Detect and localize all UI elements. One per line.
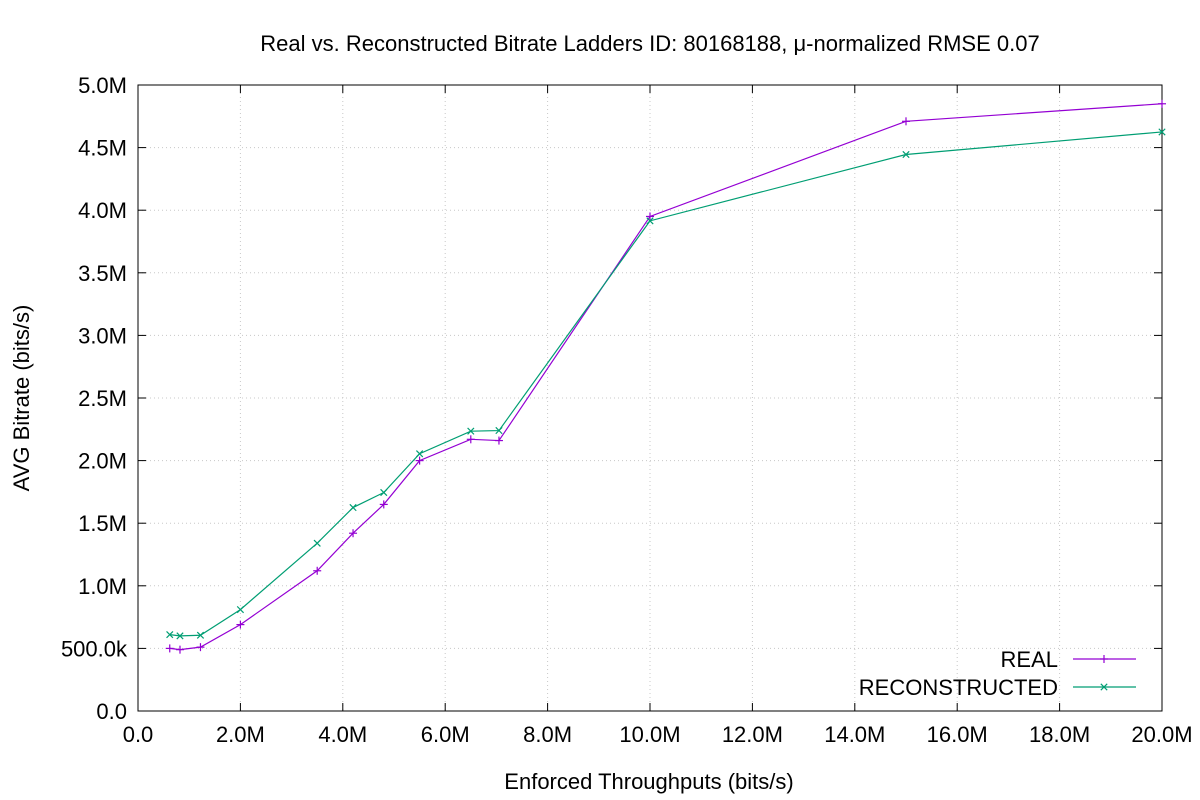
data-point-reconstructed [902,150,910,159]
data-point-reconstructed [495,426,503,435]
data-point-reconstructed [467,427,475,435]
x-tick-label: 12.0M [722,722,783,747]
y-tick-label: 3.0M [78,323,127,348]
legend-label-reconstructed: RECONSTRUCTED [859,675,1058,700]
data-point-reconstructed [646,217,654,225]
grid-lines [138,85,1162,711]
legend: REAL RECONSTRUCTED [859,647,1136,700]
data-point-real [415,456,424,465]
data-point-reconstructed [415,450,424,458]
x-tick-label: 0.0 [123,722,154,747]
y-tick-label: 500.0k [61,636,128,661]
x-tick-label: 2.0M [216,722,265,747]
axis-ticks: 0.0 2.0M 4.0M 6.0M 8.0M 10.0M 12.0M 14.0M 16.0M 1… [61,73,1193,747]
y-tick-label: 1.5M [78,511,127,536]
data-point-real [646,212,654,221]
data-point-real [494,436,503,445]
y-tick-label: 2.0M [78,449,127,474]
series-line-reconstructed [169,131,1163,637]
data-point-reconstructed [1158,128,1166,136]
x-tick-label: 18.0M [1029,722,1090,747]
data-point-real [236,620,245,629]
x-tick-label: 10.0M [619,722,680,747]
data-point-reconstructed [166,631,174,639]
x-tick-label: 4.0M [318,722,367,747]
legend-label-real: REAL [1001,647,1058,672]
data-point-real [175,645,184,654]
data-point-reconstructed [196,631,205,639]
x-tick-label: 20.0M [1131,722,1192,747]
series-lines [165,99,1166,654]
data-point-real [196,643,205,652]
data-point-real [466,435,475,444]
chart-title: Real vs. Reconstructed Bitrate Ladders I… [260,31,1039,56]
data-point-real [902,117,910,126]
data-point-reconstructed [236,605,245,614]
y-tick-label: 4.5M [78,136,127,161]
data-point-reconstructed [176,632,184,640]
y-axis-label: AVG Bitrate (bits/s) [9,305,34,492]
x-axis-label: Enforced Throughputs (bits/s) [504,769,793,794]
x-tick-label: 8.0M [523,722,572,747]
data-point-real [349,529,358,538]
y-tick-label: 3.5M [78,261,127,286]
y-tick-label: 4.0M [78,198,127,223]
legend-marker-real [1100,655,1108,663]
y-tick-label: 2.5M [78,386,127,411]
y-tick-label: 0.0 [96,699,127,724]
x-tick-label: 16.0M [927,722,988,747]
y-tick-label: 1.0M [78,574,127,599]
x-tick-label: 14.0M [824,722,885,747]
data-point-real [165,644,174,653]
y-tick-label: 5.0M [78,73,127,98]
data-point-reconstructed [380,488,388,497]
x-tick-label: 6.0M [421,722,470,747]
data-point-reconstructed [349,503,357,512]
data-point-reconstructed [313,539,321,547]
data-point-real [379,500,388,509]
series-line-real [169,103,1163,651]
data-point-real [313,566,322,575]
legend-marker-reconstructed [1100,683,1108,691]
data-point-real [1158,99,1166,108]
